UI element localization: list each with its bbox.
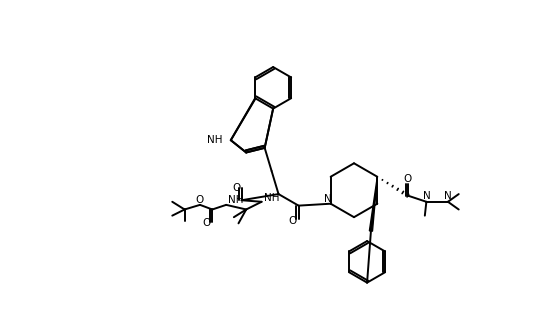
Text: O: O xyxy=(288,216,296,226)
Text: O: O xyxy=(195,195,203,205)
Text: NH: NH xyxy=(264,193,279,203)
Text: N: N xyxy=(423,191,430,201)
Text: O: O xyxy=(202,218,211,228)
Text: N: N xyxy=(444,191,452,201)
Text: N: N xyxy=(325,194,332,204)
Text: NH: NH xyxy=(228,195,244,205)
Text: O: O xyxy=(233,183,241,193)
Text: NH: NH xyxy=(207,135,222,145)
Text: O: O xyxy=(404,174,412,184)
Polygon shape xyxy=(370,177,377,231)
